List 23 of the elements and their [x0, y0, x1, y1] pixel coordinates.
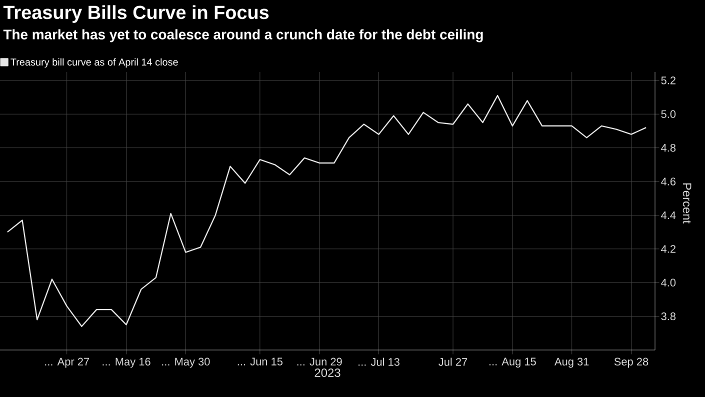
x-tick-label: ... Jul 13 [358, 358, 400, 366]
x-tick-label: ... May 30 [162, 358, 210, 368]
y-tick-label: 4.2 [661, 245, 676, 253]
x-tick-label: Sep 28 [614, 358, 648, 368]
x-axis-title: 2023 [314, 368, 340, 377]
chart-title: Treasury Bills Curve in Focus [3, 5, 269, 23]
y-tick-label: 5.2 [661, 76, 676, 84]
y-tick-label: 4.6 [661, 178, 676, 186]
x-tick-label: ... Apr 27 [45, 358, 90, 368]
x-tick-label: ... May 16 [102, 358, 150, 368]
x-tick-label: Aug 31 [554, 358, 589, 368]
x-tick-label: ... Aug 15 [489, 358, 536, 368]
y-axis-title: Percent [682, 183, 692, 224]
x-tick-label: ... Jun 29 [297, 358, 342, 366]
y-tick-label: 4.0 [661, 278, 676, 286]
x-tick-label: ... Jun 15 [238, 358, 283, 366]
y-tick-label: 3.8 [661, 312, 676, 320]
y-tick-label: 4.4 [661, 211, 676, 219]
y-tick-label: 5.0 [661, 110, 676, 118]
chart-subtitle: The market has yet to coalesce around a crunch date for the debt ceiling [3, 29, 483, 42]
legend-label: Treasury bill curve as of April 14 close [10, 58, 178, 68]
y-tick-label: 4.8 [661, 144, 676, 152]
x-tick-label: Jul 27 [438, 358, 468, 366]
